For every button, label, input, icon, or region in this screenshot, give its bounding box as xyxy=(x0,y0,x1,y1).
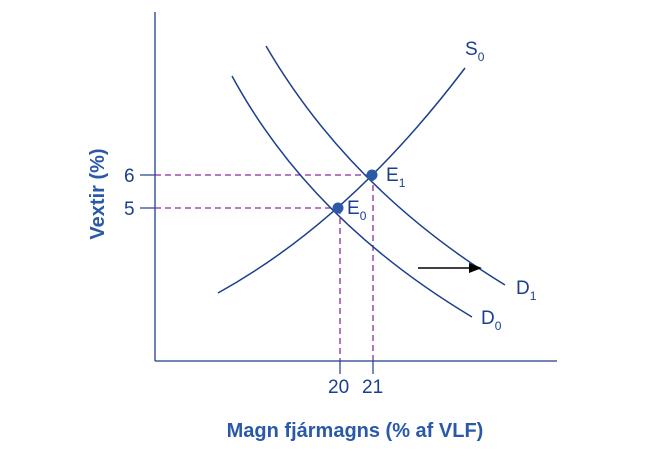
label-e1: E1 xyxy=(386,165,406,190)
label-d0-name: D xyxy=(481,308,495,329)
x-tick-label-21: 21 xyxy=(362,377,383,398)
label-e1-name: E xyxy=(386,165,399,186)
point-e0 xyxy=(332,202,344,214)
y-axis-title: Vextir (%) xyxy=(87,148,109,239)
label-e0-sub: 0 xyxy=(360,209,367,223)
label-d1-name: D xyxy=(516,278,530,299)
label-s0-name: S xyxy=(465,39,478,60)
y-tick-label-6: 6 xyxy=(124,166,135,187)
supply-curve-s0 xyxy=(217,67,466,294)
guide-lines xyxy=(155,174,374,361)
shift-arrow xyxy=(418,263,482,273)
label-e0-name: E xyxy=(347,198,360,219)
label-d1: D1 xyxy=(516,278,537,303)
point-e1 xyxy=(366,169,378,181)
label-e0: E0 xyxy=(347,198,367,223)
y-tick-label-5: 5 xyxy=(124,199,135,220)
x-axis-title: Magn fjármagns (% af VLF) xyxy=(227,420,484,442)
label-s0: S0 xyxy=(465,39,485,64)
label-d1-sub: 1 xyxy=(530,289,537,303)
label-d0: D0 xyxy=(481,308,502,333)
label-d0-sub: 0 xyxy=(495,319,502,333)
demand-curve-d0 xyxy=(231,75,473,318)
x-tick-label-20: 20 xyxy=(328,377,349,398)
label-s0-sub: 0 xyxy=(478,50,485,64)
label-e1-sub: 1 xyxy=(399,176,406,190)
shift-arrow-head xyxy=(469,263,482,273)
